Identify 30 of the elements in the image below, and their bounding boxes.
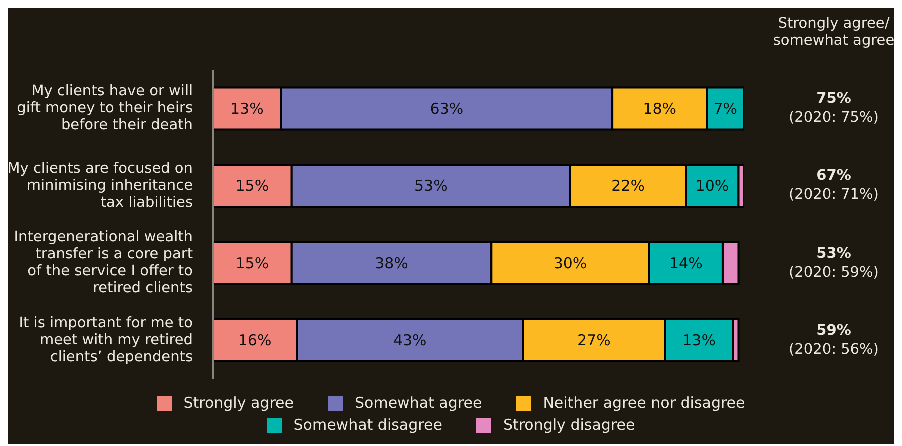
data-label: 27% [577,332,611,350]
data-label: 15% [236,177,270,196]
data-label: 30% [554,254,588,272]
data-label: 14% [669,254,703,272]
data-label: 53% [414,177,448,196]
text: 53% (2020: 59%) [788,244,880,283]
legend-label: Somewhat agree [355,394,482,412]
y-tick-label: My clients are focused on minimising inheritance tax liabilities [8,160,194,211]
data-label: 13% [682,332,716,350]
text: Strongly agree/ somewhat agree [772,16,896,50]
legend-label: Strongly agree [184,394,294,412]
data-label: 18% [643,100,677,118]
data-label: 10% [696,177,730,196]
data-label: 7% [714,100,738,118]
data-label: 16% [238,332,272,350]
y-tick-label: My clients have or will gift money to their heirs before their death [17,84,193,134]
legend-label: Neither agree nor disagree [543,394,746,412]
legend-label: Somewhat disagree [294,416,442,434]
data-label: 13% [230,100,264,118]
data-label: 38% [375,254,408,272]
legend-label: Strongly disagree [503,416,636,434]
text: 59% (2020: 56%) [788,322,880,360]
data-label: 15% [236,254,270,272]
text: 75% (2020: 75%) [788,90,880,128]
text: 67% (2020: 71%) [788,167,880,206]
y-tick-label: It is important for me to meet with my retired clients’ dependents [19,315,194,366]
data-label: 63% [430,100,464,118]
data-label: 22% [612,177,646,196]
data-label: 43% [393,332,427,350]
y-tick-label: Intergenerational wealth transfer is a core part of the service I offer to retired clients [14,230,194,297]
